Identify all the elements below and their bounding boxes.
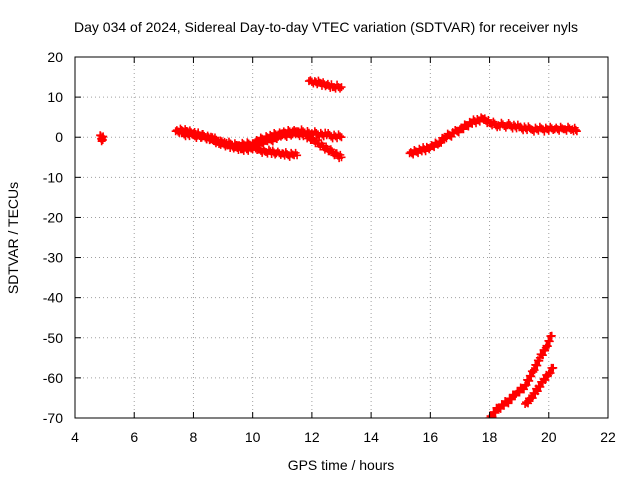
series-arc-15.3-21h (405, 113, 581, 159)
x-tick-label: 14 (363, 429, 379, 445)
data-point (337, 83, 346, 92)
y-tick-label: -60 (43, 370, 63, 386)
data-point (547, 331, 556, 340)
series-arc-12-13h (304, 76, 346, 93)
data-point (533, 387, 542, 396)
x-tick-label: 22 (600, 429, 616, 445)
x-tick-label: 20 (541, 429, 557, 445)
x-tick-label: 16 (423, 429, 439, 445)
y-tick-label: -50 (43, 330, 63, 346)
data-point (337, 133, 346, 142)
data-point (491, 408, 500, 417)
x-tick-label: 4 (71, 429, 79, 445)
data-point (524, 399, 533, 408)
data-point (97, 137, 106, 146)
data-point (336, 84, 345, 93)
series-steep-19.2-20.2h (521, 363, 558, 408)
y-tick-label: 10 (47, 89, 63, 105)
x-tick-label: 10 (245, 429, 261, 445)
data-point (459, 125, 468, 134)
data-point (571, 125, 580, 134)
y-tick-label: -20 (43, 209, 63, 225)
data-point (544, 369, 553, 378)
y-tick-label: 20 (47, 49, 63, 65)
data-point (572, 127, 581, 136)
series-steep-18-20h (485, 331, 556, 418)
data-point (546, 369, 555, 378)
data-point (264, 145, 273, 154)
data-point (536, 382, 545, 391)
y-tick-label: -40 (43, 290, 63, 306)
y-tick-label: -10 (43, 169, 63, 185)
series-arc-9.5-13h (233, 125, 346, 153)
x-axis-ticks: 4 6 8 10 12 14 16 18 20 22 (71, 57, 616, 445)
y-axis-ticks: 20 10 0 -10 -20 -30 -40 -50 -60 -70 (43, 49, 608, 426)
data-points (96, 76, 581, 418)
plot-border (74, 56, 609, 419)
series-blob-4.9h (96, 131, 108, 146)
y-tick-label: -30 (43, 250, 63, 266)
chart-title: Day 034 of 2024, Sidereal Day-to-day VTE… (74, 19, 578, 35)
y-axis-label: SDTVAR / TECUs (5, 182, 21, 294)
data-point (293, 151, 302, 160)
data-point (336, 132, 345, 141)
x-tick-label: 8 (190, 429, 198, 445)
data-point (318, 141, 327, 150)
x-tick-label: 6 (130, 429, 138, 445)
grid (75, 57, 608, 418)
x-axis-label: GPS time / hours (288, 457, 395, 473)
x-tick-label: 12 (304, 429, 320, 445)
x-tick-label: 18 (482, 429, 498, 445)
data-point (541, 376, 550, 385)
data-point (549, 363, 558, 372)
y-tick-label: -70 (43, 410, 63, 426)
data-point (337, 153, 346, 162)
plot-frame (74, 56, 609, 419)
y-tick-label: 0 (55, 129, 63, 145)
data-point (528, 394, 537, 403)
